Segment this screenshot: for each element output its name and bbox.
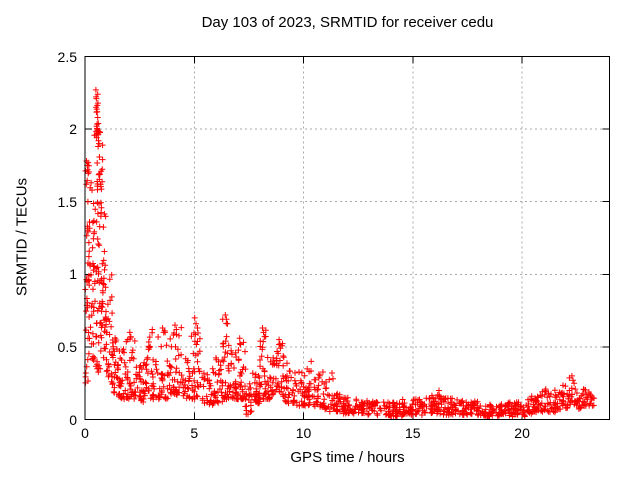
y-tick-label-2.5: 2.5 bbox=[57, 48, 77, 65]
y-tick-label-2: 2 bbox=[69, 121, 77, 138]
x-tick-label-0: 0 bbox=[81, 425, 89, 441]
x-tick-label-15: 15 bbox=[405, 425, 421, 441]
y-tick-label-0: 0 bbox=[69, 411, 77, 428]
x-axis-label: GPS time / hours bbox=[290, 449, 405, 466]
x-tick-label-5: 5 bbox=[190, 425, 199, 441]
x-tick-label-20: 20 bbox=[514, 425, 530, 441]
chart-title: Day 103 of 2023, SRMTID for receiver ced… bbox=[201, 14, 494, 31]
y-tick-label-1.5: 1.5 bbox=[57, 193, 77, 210]
y-tick-label-1: 1 bbox=[69, 266, 77, 283]
y-tick-label-0.5: 0.5 bbox=[57, 338, 77, 355]
x-tick-label-10: 10 bbox=[295, 425, 312, 441]
